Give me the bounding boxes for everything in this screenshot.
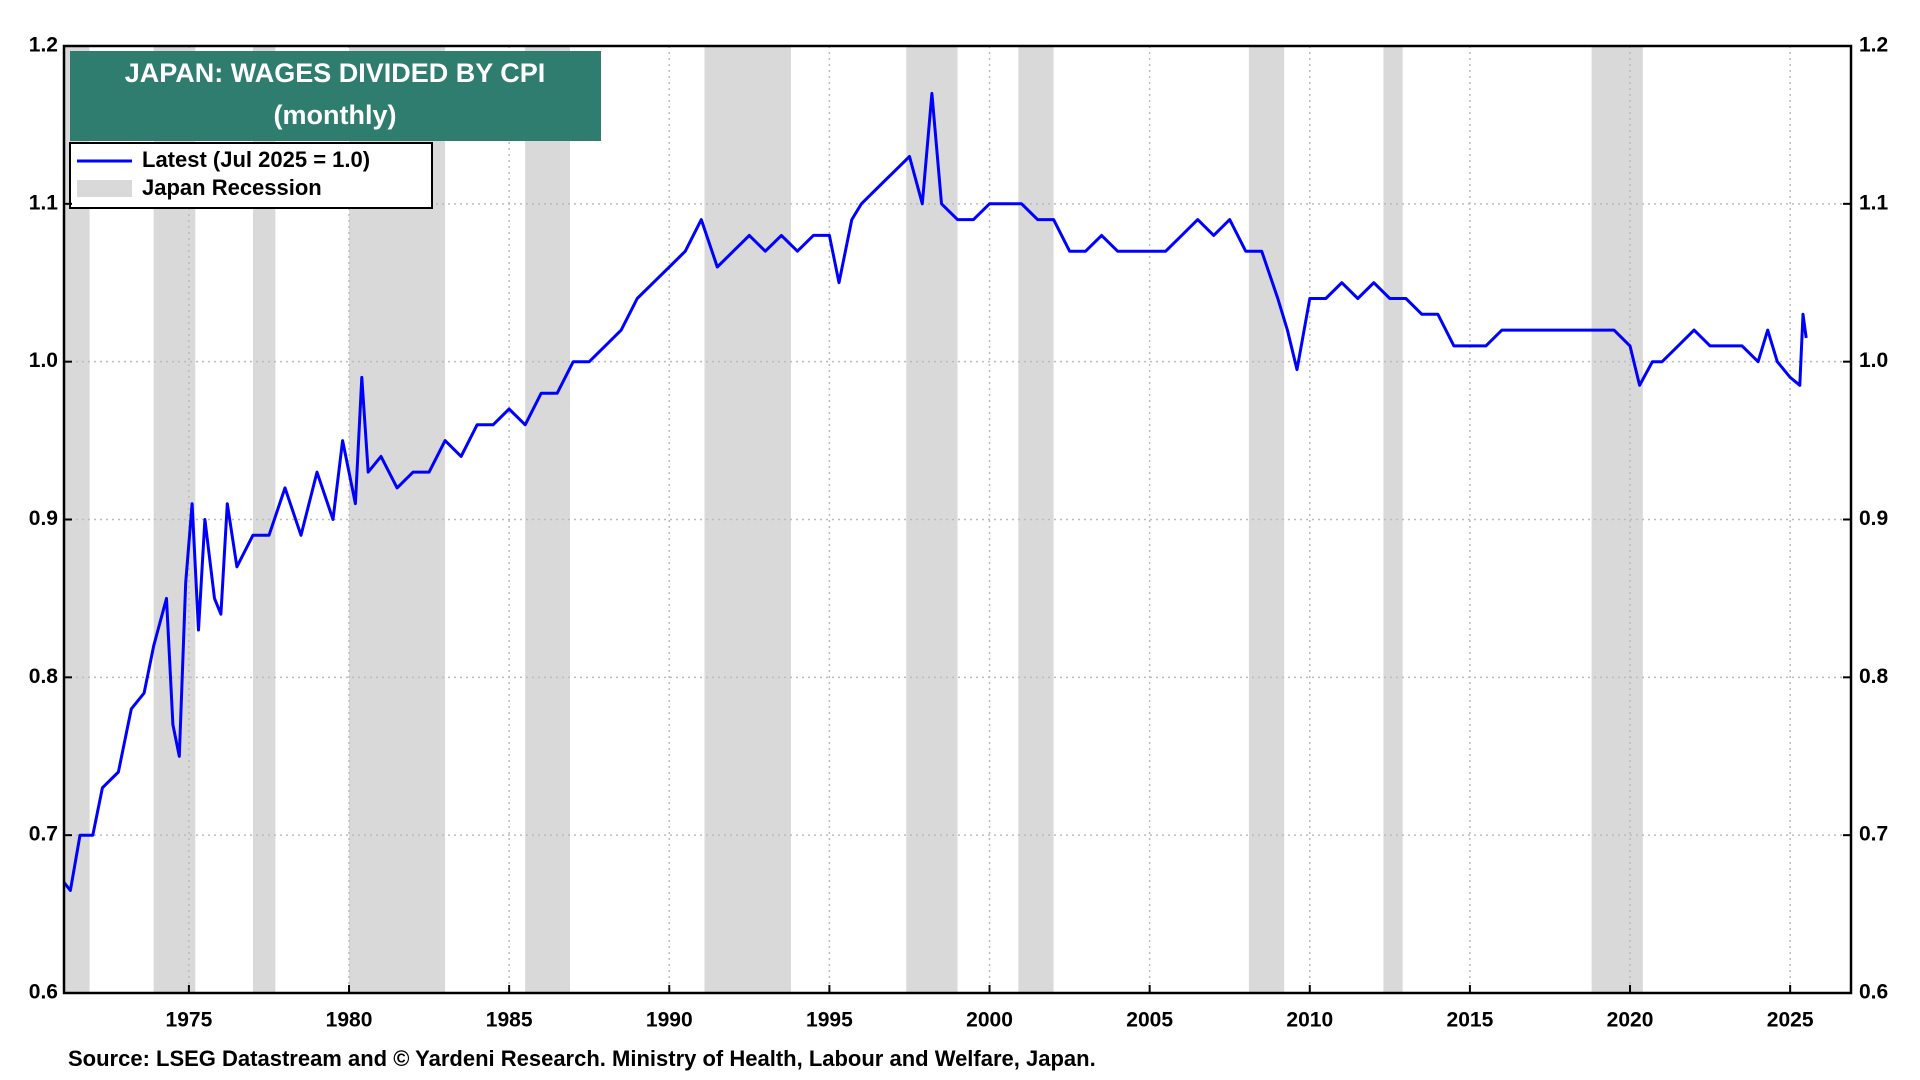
recession-band [1248, 46, 1285, 993]
legend-label: Japan Recession [142, 175, 322, 200]
y-tick-label: 0.9 [29, 507, 58, 530]
x-tick-label: 1990 [646, 1009, 693, 1032]
x-tick-label: 2000 [966, 1009, 1013, 1032]
y-tick-label: 1.0 [29, 349, 58, 372]
y-tick-label: 0.7 [29, 823, 58, 846]
x-tick-label: 2015 [1447, 1009, 1494, 1032]
recession-band [906, 46, 958, 993]
y-tick-label: 1.1 [29, 191, 59, 214]
y-tick-label: 1.2 [29, 34, 58, 57]
legend-swatch [77, 180, 132, 197]
x-tick-label: 1985 [486, 1009, 533, 1032]
title-box [70, 51, 601, 141]
x-tick-label: 2020 [1607, 1009, 1654, 1032]
legend-box [69, 142, 433, 209]
x-tick-label: 2010 [1286, 1009, 1333, 1032]
series-lines [62, 91, 1808, 892]
x-tick-label: 2025 [1767, 1009, 1814, 1032]
y2-tick-label: 0.7 [1859, 823, 1888, 846]
y2-tick-label: 0.9 [1859, 507, 1888, 530]
series-line [62, 91, 1808, 892]
y-tick-label: 0.6 [29, 981, 58, 1004]
y2-tick-label: 1.2 [1859, 34, 1888, 57]
x-tick-label: 1995 [806, 1009, 853, 1032]
chart-title: JAPAN: WAGES DIVIDED BY CPI [125, 58, 546, 88]
recession-band [704, 46, 791, 993]
y2-tick-label: 0.6 [1859, 981, 1888, 1004]
x-tick-label: 1975 [166, 1009, 213, 1032]
recession-band [252, 46, 276, 993]
y2-tick-label: 1.1 [1859, 191, 1889, 214]
x-tick-label: 2005 [1126, 1009, 1173, 1032]
x-tick-label: 1980 [326, 1009, 373, 1032]
y2-tick-label: 0.8 [1859, 665, 1889, 688]
recession-band [1383, 46, 1403, 993]
recession-band [1591, 46, 1643, 993]
chart-subtitle: (monthly) [274, 100, 397, 130]
source-note: Source: LSEG Datastream and © Yardeni Re… [68, 1046, 1096, 1071]
y-tick-label: 0.8 [29, 665, 59, 688]
legend-label: Latest (Jul 2025 = 1.0) [142, 147, 370, 172]
y2-tick-label: 1.0 [1859, 349, 1888, 372]
